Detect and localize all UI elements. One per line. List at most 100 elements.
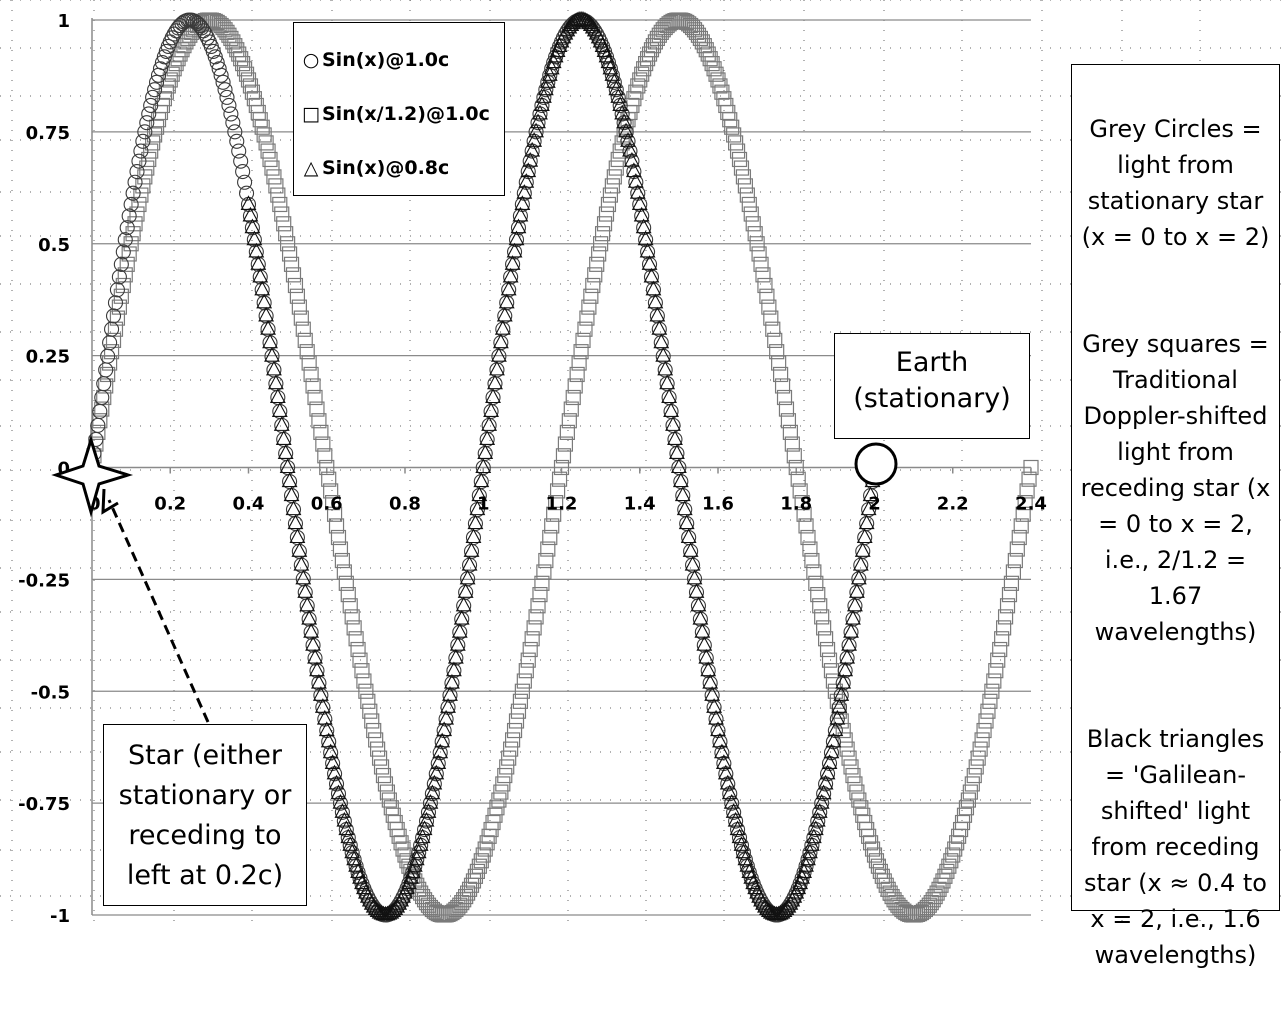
square-point [649, 30, 665, 47]
triangle-point [340, 828, 357, 844]
triangle-point [445, 661, 462, 677]
triangle-point [283, 486, 300, 502]
square-point [276, 216, 292, 232]
triangle-point [639, 242, 656, 258]
triangle-point [352, 869, 368, 884]
triangle-point [453, 609, 470, 625]
square-point [160, 78, 176, 94]
square-point [1023, 459, 1039, 476]
square-point [804, 552, 820, 569]
triangle-point [316, 709, 333, 725]
triangle-point [350, 863, 366, 878]
square-point [765, 321, 781, 337]
circle-point [139, 115, 155, 131]
square-point [753, 256, 769, 272]
annotations [51, 434, 898, 723]
square-point [706, 61, 722, 77]
y-tick-label: -0.75 [18, 794, 70, 815]
triangle-point [805, 828, 822, 844]
circle-point [117, 232, 133, 248]
star-arrow-head [101, 488, 119, 515]
circle-point [133, 143, 149, 159]
triangle-point [301, 609, 318, 625]
square-point [395, 841, 411, 857]
square-point [225, 34, 241, 50]
y-tick-label: -0.25 [18, 570, 70, 591]
circle-point [109, 282, 125, 298]
triangle-point [430, 754, 447, 769]
square-point [111, 299, 127, 315]
square-point [354, 663, 370, 679]
triangle-point [713, 743, 730, 759]
triangle-point [839, 648, 856, 664]
triangle-point [596, 42, 613, 57]
triangle-point [843, 623, 859, 638]
x-tick-label: 2.2 [937, 494, 969, 515]
triangle-point [827, 721, 844, 737]
square-point [373, 759, 390, 775]
square-point [980, 703, 996, 719]
square-point [774, 378, 791, 394]
triangle-point [266, 360, 282, 376]
square-point [651, 27, 667, 43]
square-point [911, 906, 928, 922]
square-point [563, 401, 579, 417]
triangle-point [264, 347, 280, 362]
square-point [1013, 518, 1029, 534]
triangle-point [743, 869, 760, 884]
square-point [1005, 564, 1021, 580]
square-point [508, 713, 525, 729]
square-point [596, 216, 613, 232]
square-point [549, 483, 566, 499]
square-point [283, 256, 300, 272]
square-point [943, 853, 959, 869]
square-point [992, 641, 1008, 658]
triangle-point [475, 458, 492, 474]
triangle-point [778, 900, 795, 916]
triangle-point [696, 636, 713, 651]
triangle-point [451, 623, 468, 638]
triangle-point [829, 709, 846, 725]
triangle-point [848, 583, 865, 598]
triangle-point [275, 430, 292, 445]
square-point [632, 72, 648, 88]
square-point [526, 620, 542, 636]
square-point [510, 703, 527, 719]
triangle-point [629, 184, 646, 199]
x-tick-label: 2.4 [1015, 494, 1047, 515]
triangle-point [463, 542, 480, 557]
square-point [522, 641, 538, 658]
y-tick-label: 0.75 [26, 123, 70, 144]
triangle-point [537, 80, 554, 96]
square-point [790, 471, 806, 487]
square-point [297, 332, 313, 349]
triangle-point [416, 820, 433, 836]
triangle-point [412, 836, 429, 851]
square-point [585, 277, 601, 294]
triangle-point [498, 293, 515, 309]
triangle-point [862, 486, 879, 502]
square-point [516, 673, 532, 689]
square-point [207, 13, 223, 29]
square-point [536, 564, 552, 580]
circle-point [237, 174, 253, 190]
triangle-point [833, 686, 850, 701]
star-label: Star (either stationary or receding to l… [118, 740, 292, 891]
square-point [364, 713, 380, 729]
square-point [591, 246, 607, 262]
square-point [495, 776, 511, 792]
triangle-point [512, 206, 529, 222]
circle-point [229, 133, 245, 149]
triangle-point [579, 12, 595, 28]
triangle-point [710, 721, 726, 737]
circle-point [215, 74, 231, 90]
y-tick-label: -1 [50, 906, 70, 927]
square-point [360, 693, 376, 709]
circle-point [131, 153, 147, 169]
triangle-point [792, 874, 809, 890]
circle-point [113, 256, 129, 272]
triangle-point [692, 609, 709, 625]
square-point [368, 732, 384, 748]
triangle-point [764, 904, 781, 920]
square-point [769, 344, 785, 360]
